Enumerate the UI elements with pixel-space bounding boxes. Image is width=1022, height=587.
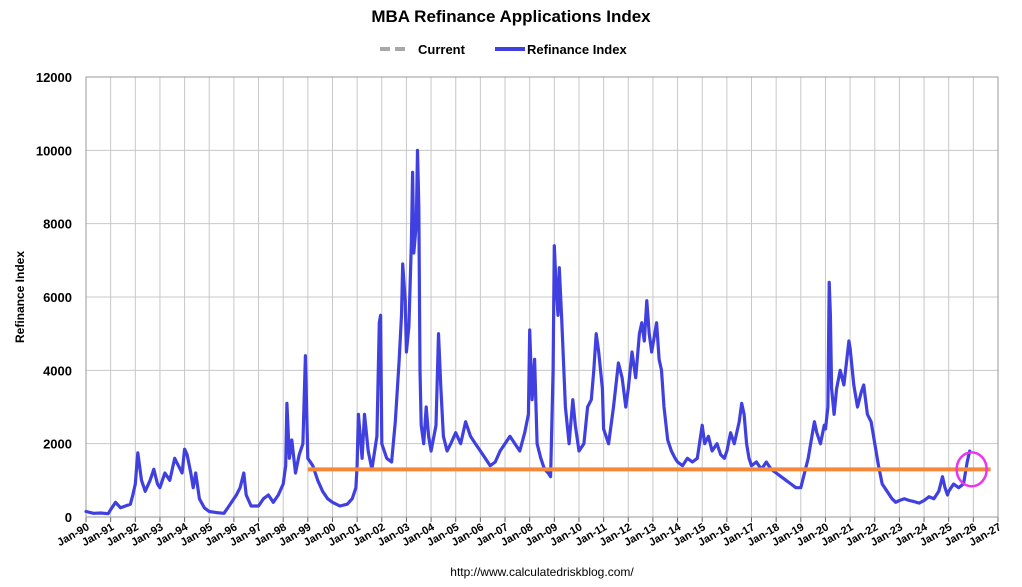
y-tick-label: 0 (65, 510, 72, 525)
plot-area (84, 148, 991, 516)
y-axis-label: Refinance Index (13, 251, 27, 343)
y-axis-ticks: 0 2000 4000 6000 8000 10000 12000 (36, 70, 72, 525)
y-tick-label: 2000 (43, 437, 72, 452)
current-value-highlight (955, 451, 988, 488)
y-tick-label: 6000 (43, 290, 72, 305)
gridlines (85, 76, 999, 522)
legend-current-label: Current (418, 42, 466, 57)
y-tick-label: 8000 (43, 217, 72, 232)
legend-series-label: Refinance Index (527, 42, 627, 57)
y-tick-label: 4000 (43, 363, 72, 378)
source-url: http://www.calculatedriskblog.com/ (450, 565, 634, 579)
legend: Current Refinance Index (380, 42, 627, 57)
y-tick-label: 12000 (36, 70, 72, 85)
plot-area-frame (85, 76, 999, 518)
y-tick-label: 10000 (36, 143, 72, 158)
x-axis-ticks: Jan-90Jan-91Jan-92Jan-93Jan-94Jan-95Jan-… (55, 521, 1003, 549)
series-line-refinance-index (84, 148, 972, 516)
chart-title: MBA Refinance Applications Index (371, 7, 651, 26)
